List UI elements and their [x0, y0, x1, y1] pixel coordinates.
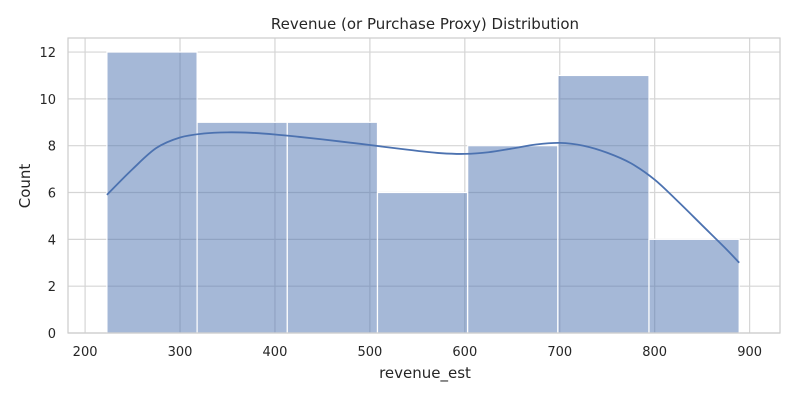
x-tick-label: 700 — [547, 345, 572, 360]
histogram-bar-2 — [196, 121, 288, 334]
x-tick-label: 300 — [168, 345, 193, 360]
y-tick-label: 10 — [39, 93, 56, 108]
histogram-bar-3 — [286, 121, 379, 334]
y-tick-label: 12 — [39, 46, 56, 61]
chart-title: Revenue (or Purchase Proxy) Distribution — [271, 15, 579, 33]
histogram-bar-5 — [467, 145, 559, 334]
y-tick-label: 6 — [48, 187, 56, 202]
y-tick-labels: 0 2 4 6 8 10 12 — [39, 46, 56, 342]
histogram-bar-6 — [557, 74, 650, 334]
histogram-bar-4 — [376, 191, 469, 334]
histogram-bar-7 — [648, 238, 740, 334]
x-tick-labels: 200 300 400 500 600 700 800 900 — [73, 345, 762, 360]
plot-frame — [67, 37, 781, 334]
x-axis-label: revenue_est — [379, 364, 471, 383]
y-tick-label: 0 — [48, 327, 56, 342]
y-tick-label: 4 — [48, 233, 56, 248]
x-tick-label: 600 — [452, 345, 477, 360]
x-tick-label: 900 — [737, 345, 762, 360]
y-tick-label: 8 — [48, 140, 56, 155]
kde-density-line — [106, 131, 740, 264]
y-axis-label: Count — [16, 164, 34, 209]
density-curve-layer — [106, 131, 740, 264]
y-tick-label: 2 — [48, 280, 56, 295]
histogram-bar-1 — [106, 51, 198, 334]
x-tick-label: 500 — [357, 345, 382, 360]
x-tick-label: 800 — [642, 345, 667, 360]
histogram-bars — [106, 51, 740, 334]
x-tick-label: 200 — [73, 345, 98, 360]
x-tick-label: 400 — [263, 345, 288, 360]
